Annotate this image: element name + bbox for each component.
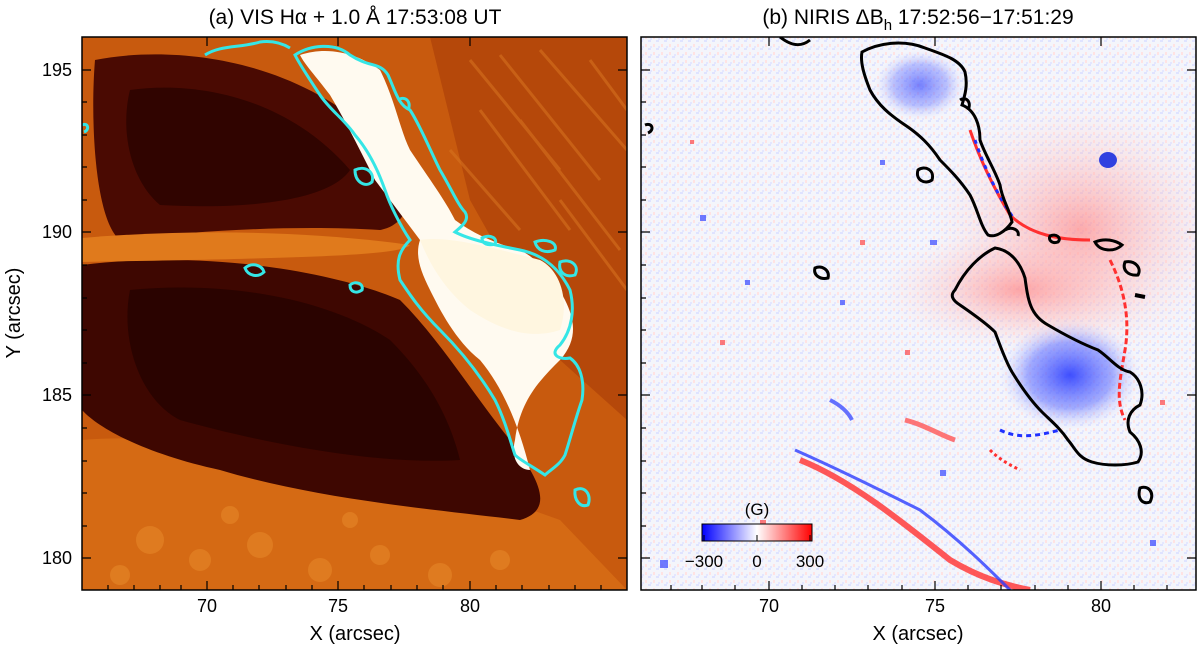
- magnetogram-image: [641, 37, 1196, 590]
- panel-a-ytick-190: 190: [42, 222, 72, 242]
- panel-a-frame: [81, 36, 628, 591]
- panel-a-ytick-195: 195: [42, 60, 72, 80]
- colorbar-tick-max: 300: [796, 552, 824, 571]
- panel-a-title: (a) VIS Hα + 1.0 Å 17:53:08 UT: [209, 6, 502, 29]
- panel-b-title-time: 17:52:56−17:51:29: [892, 6, 1074, 29]
- panel-b-xtick-75: 75: [925, 596, 945, 616]
- panel-a-xtick-75: 75: [328, 596, 348, 616]
- colorbar-tick-zero: 0: [752, 552, 761, 571]
- panel-a-xtick-70: 70: [197, 596, 217, 616]
- panel-b-title-sub: h: [884, 17, 892, 34]
- panel-a-ytick-180: 180: [42, 548, 72, 568]
- colorbar: (G) −300 0 300: [685, 500, 824, 571]
- colorbar-tick-min: −300: [685, 552, 723, 571]
- panel-b-title-main: (b) NIRIS ΔB: [762, 6, 883, 29]
- panel-a: (a) VIS Hα + 1.0 Å 17:53:08 UT: [3, 6, 628, 645]
- panel-b: (b) NIRIS ΔBh 17:52:56−17:51:29: [640, 6, 1197, 645]
- panel-b-xlabel: X (arcsec): [872, 623, 963, 645]
- panel-a-xtick-80: 80: [460, 596, 480, 616]
- panel-a-xlabel: X (arcsec): [309, 623, 400, 645]
- panel-a-ylabel: Y (arcsec): [3, 268, 25, 359]
- panel-b-xtick-70: 70: [759, 596, 779, 616]
- panel-b-xtick-80: 80: [1091, 596, 1111, 616]
- panel-b-frame: [640, 36, 1197, 591]
- panel-a-ytick-185: 185: [42, 385, 72, 405]
- panel-b-title: (b) NIRIS ΔBh 17:52:56−17:51:29: [762, 6, 1073, 34]
- colorbar-label: (G): [745, 500, 770, 519]
- panel-a-contours: [82, 40, 591, 508]
- panel-b-contours: [644, 37, 1154, 505]
- halpha-image: [82, 37, 627, 590]
